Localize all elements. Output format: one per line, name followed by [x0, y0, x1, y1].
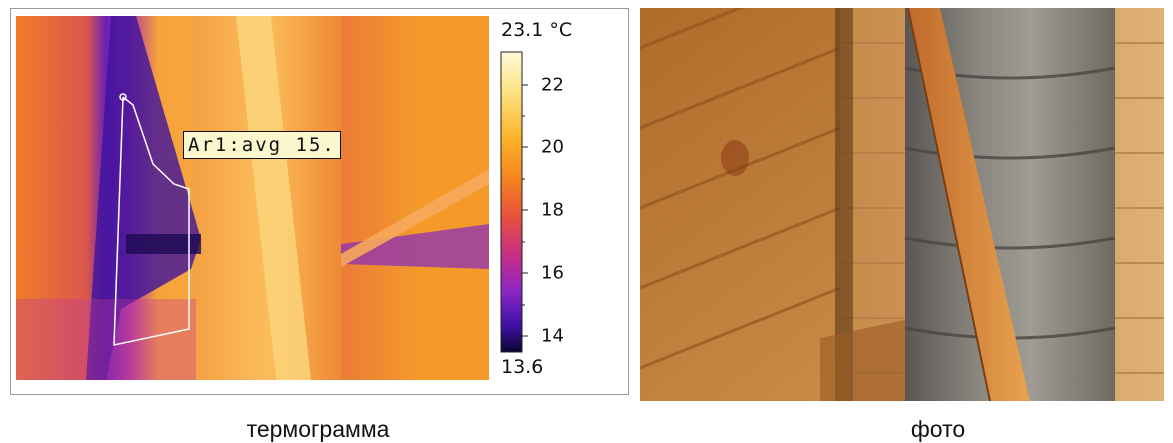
scale-min-label: 13.6	[501, 356, 544, 378]
photo-caption: фото	[910, 416, 966, 442]
scale-tick-label: 18	[541, 199, 564, 221]
scale-tick-label: 22	[541, 74, 564, 96]
scale-tick-label: 20	[541, 136, 564, 158]
area-average-label: Ar1:avg 15.	[183, 131, 341, 159]
thermogram-caption: термограмма	[246, 416, 390, 442]
photo-panel	[640, 8, 1164, 401]
measurement-area-outline	[113, 96, 190, 346]
photo-image	[640, 8, 1164, 401]
thermal-image	[16, 16, 528, 380]
scale-max-label: 23.1 °C	[501, 19, 573, 41]
scale-tick-label: 16	[541, 262, 564, 284]
measurement-marker	[119, 93, 127, 101]
color-scale-bar	[500, 51, 523, 353]
scale-tick-label: 14	[541, 325, 564, 347]
thermogram-panel: 23.1 °C 22 20 18 16 14 13.6 Ar1:avg 15.	[10, 8, 629, 395]
